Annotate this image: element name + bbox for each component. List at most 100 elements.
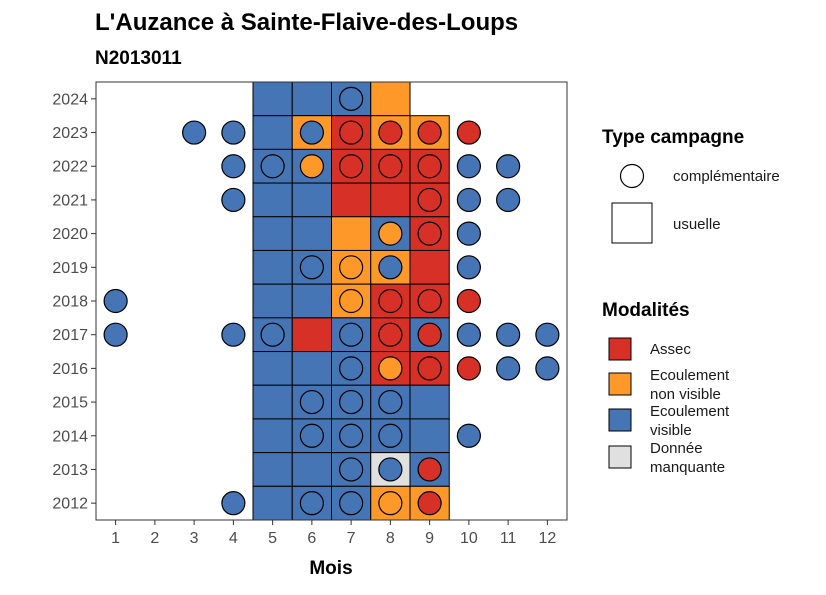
x-tick-label-1: 1 <box>111 530 120 547</box>
y-tick-label-2018: 2018 <box>52 294 88 311</box>
legend-modality-label-0-0: Assec <box>650 341 691 358</box>
y-tick-label-2019: 2019 <box>52 260 88 277</box>
x-tick-label-7: 7 <box>347 530 356 547</box>
complementary-point-2012-8 <box>378 491 403 516</box>
usual-tile-2015-9 <box>409 384 450 420</box>
complementary-point-2018-9 <box>417 288 442 314</box>
y-tick-label-2022: 2022 <box>52 159 88 176</box>
usual-tile-2016-6 <box>291 351 332 386</box>
legend-modality-label-2-1: visible <box>650 422 692 439</box>
usual-campaign-tiles <box>252 81 450 521</box>
complementary-point-2023-8 <box>378 120 403 145</box>
complementary-point-2016-10 <box>456 356 481 381</box>
y-tick-label-2012: 2012 <box>52 496 88 513</box>
complementary-point-2022-9 <box>417 154 442 179</box>
complementary-point-2023-3 <box>182 120 207 145</box>
usual-tile-2020-6 <box>291 216 332 251</box>
complementary-point-2017-8 <box>378 322 403 347</box>
complementary-point-2016-9 <box>417 356 442 381</box>
legend-modality-label-2-0: Ecoulement <box>650 403 730 420</box>
y-tick-label-2013: 2013 <box>52 462 88 479</box>
x-axis-title: Mois <box>309 558 352 579</box>
usual-tile-2018-5 <box>252 283 293 319</box>
complementary-point-2017-10 <box>456 322 481 347</box>
x-tick-label-10: 10 <box>460 530 478 547</box>
complementary-point-2021-10 <box>456 187 481 213</box>
usual-tile-2015-5 <box>252 384 293 420</box>
y-tick-label-2024: 2024 <box>52 91 88 108</box>
complementary-point-2015-6 <box>299 389 324 415</box>
complementary-point-2017-11 <box>496 322 521 347</box>
usual-tile-2021-5 <box>252 182 293 218</box>
usual-tile-2014-5 <box>252 418 293 454</box>
usual-tile-2013-6 <box>291 452 332 487</box>
complementary-point-2014-7 <box>339 423 364 448</box>
legend-modality-label-3-1: manquante <box>650 459 725 476</box>
x-tick-label-2: 2 <box>150 530 159 547</box>
complementary-point-2023-6 <box>299 120 324 145</box>
complementary-point-2016-12 <box>535 356 560 381</box>
usual-tile-2021-6 <box>291 182 332 218</box>
complementary-point-2021-11 <box>496 187 521 213</box>
complementary-point-2012-7 <box>339 491 364 516</box>
complementary-point-2018-10 <box>456 288 481 314</box>
complementary-point-2019-8 <box>378 255 403 280</box>
usual-tile-2021-8 <box>370 182 411 218</box>
complementary-point-2023-9 <box>417 120 442 145</box>
complementary-point-2018-7 <box>339 288 364 314</box>
usual-tile-2024-6 <box>291 81 332 117</box>
usual-tile-2021-7 <box>331 182 372 218</box>
complementary-point-2019-7 <box>339 255 364 280</box>
y-tick-label-2021: 2021 <box>52 192 88 209</box>
complementary-point-2017-9 <box>417 322 442 347</box>
y-tick-label-2020: 2020 <box>52 226 88 243</box>
usual-tile-2016-5 <box>252 351 293 386</box>
complementary-point-2021-4 <box>221 187 246 213</box>
complementary-point-2022-7 <box>339 154 364 179</box>
x-tick-label-11: 11 <box>500 530 517 547</box>
complementary-point-2022-10 <box>456 154 481 179</box>
complementary-point-2018-8 <box>378 288 403 314</box>
x-tick-label-3: 3 <box>190 530 199 547</box>
complementary-point-2022-6 <box>299 154 324 179</box>
complementary-point-2015-7 <box>339 389 364 415</box>
complementary-point-2012-4 <box>221 491 246 516</box>
x-tick-label-6: 6 <box>307 530 316 547</box>
x-tick-label-9: 9 <box>425 530 434 547</box>
usual-tile-2024-5 <box>252 81 293 117</box>
usual-tile-2012-5 <box>252 485 293 521</box>
legend-type-label-usuelle: usuelle <box>673 216 721 233</box>
x-tick-label-12: 12 <box>538 530 556 547</box>
complementary-point-2024-7 <box>339 86 364 111</box>
legend-modalities-title: Modalités <box>602 300 690 321</box>
complementary-point-2016-11 <box>496 356 521 381</box>
complementary-point-2016-7 <box>339 356 364 381</box>
legend-modality-swatch-3 <box>608 445 632 469</box>
complementary-point-2019-6 <box>299 255 324 280</box>
legend-modality-label-1-0: Ecoulement <box>650 367 730 384</box>
y-axis: 2012 2013 2014 2015 2016 2017 2018 2019 2020 2021… <box>52 91 96 513</box>
legend-modality-swatch-2 <box>608 408 632 432</box>
usual-tile-2013-5 <box>252 452 293 487</box>
legend-modality-swatch-1 <box>608 372 632 396</box>
usual-tile-2014-9 <box>409 418 450 454</box>
complementary-point-2017-12 <box>535 322 560 347</box>
usual-tile-2018-6 <box>291 283 332 319</box>
complementary-point-2017-4 <box>221 322 246 347</box>
complementary-point-2023-10 <box>456 120 481 145</box>
complementary-point-2022-11 <box>496 154 521 179</box>
y-tick-label-2015: 2015 <box>52 395 88 412</box>
complementary-point-2020-8 <box>378 221 403 246</box>
complementary-point-2014-8 <box>378 423 403 448</box>
complementary-campaign-points <box>103 86 560 516</box>
legend-modality-label-1-1: non visible <box>650 386 721 403</box>
complementary-point-2019-10 <box>456 255 481 280</box>
complementary-point-2018-1 <box>103 288 128 314</box>
complementary-point-2017-1 <box>103 322 128 347</box>
usual-tile-2024-8 <box>370 81 411 117</box>
complementary-point-2013-7 <box>339 457 364 482</box>
y-tick-label-2017: 2017 <box>52 327 88 344</box>
y-tick-label-2014: 2014 <box>52 428 88 445</box>
complementary-point-2022-4 <box>221 154 246 179</box>
